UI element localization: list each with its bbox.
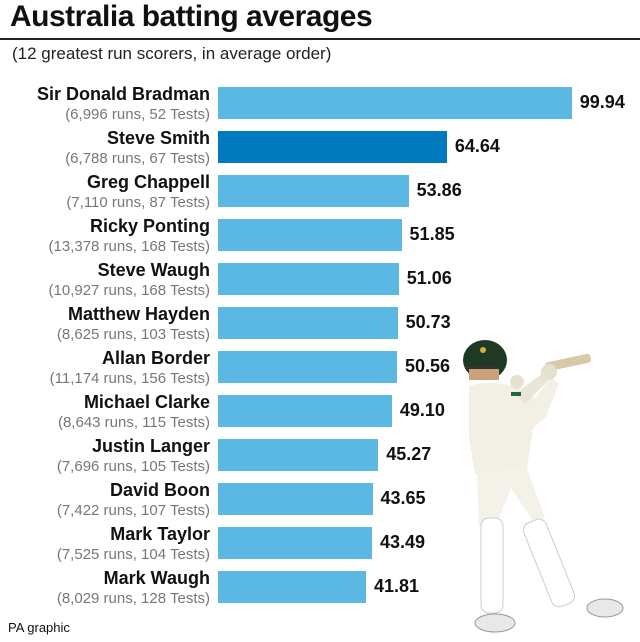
category-detail: (8,643 runs, 115 Tests) (57, 414, 210, 431)
category-detail: (6,788 runs, 67 Tests) (65, 150, 210, 167)
category-detail: (8,029 runs, 128 Tests) (56, 590, 210, 607)
bar (218, 307, 398, 339)
category-label: Sir Donald Bradman (36, 84, 210, 104)
category-detail: (11,174 runs, 156 Tests) (49, 370, 210, 387)
category-label: Mark Waugh (103, 568, 210, 588)
value-label: 51.85 (409, 224, 455, 244)
bar (218, 571, 366, 603)
category-label: Michael Clarke (83, 392, 210, 412)
category-label: Ricky Ponting (89, 216, 210, 236)
cricketer-illustration (463, 340, 624, 633)
bar (218, 87, 572, 119)
bar (218, 219, 402, 251)
bar (218, 263, 399, 295)
value-label: 51.06 (406, 268, 452, 288)
title-rule (0, 38, 640, 40)
value-label: 50.73 (405, 312, 451, 332)
value-label: 49.10 (399, 400, 445, 420)
category-detail: (8,625 runs, 103 Tests) (56, 326, 210, 343)
bar (218, 439, 379, 471)
value-label: 41.81 (374, 576, 420, 596)
category-label: Justin Langer (91, 436, 210, 456)
category-detail: (6,996 runs, 52 Tests) (65, 106, 210, 123)
category-label: Allan Border (101, 348, 210, 368)
category-label: Steve Smith (106, 128, 210, 148)
source-credit: PA graphic (8, 620, 70, 635)
category-label: Matthew Hayden (67, 304, 210, 324)
category-detail: (7,525 runs, 104 Tests) (56, 546, 210, 563)
value-label: 43.65 (380, 488, 426, 508)
bar (218, 175, 409, 207)
value-label: 45.27 (386, 444, 432, 464)
category-detail: (7,696 runs, 105 Tests) (56, 458, 210, 475)
bar (218, 131, 447, 163)
category-detail: (7,422 runs, 107 Tests) (56, 502, 210, 519)
bar (218, 395, 392, 427)
value-label: 64.64 (454, 136, 500, 156)
value-label: 53.86 (416, 180, 462, 200)
category-label: Steve Waugh (97, 260, 210, 280)
value-label: 99.94 (579, 92, 625, 112)
value-label: 43.49 (379, 532, 425, 552)
bar (218, 483, 373, 515)
category-detail: (10,927 runs, 168 Tests) (48, 282, 210, 299)
category-detail: (7,110 runs, 87 Tests) (66, 194, 210, 211)
category-label: Greg Chappell (86, 172, 210, 192)
chart-title: Australia batting averages (10, 0, 373, 33)
chart-subtitle: (12 greatest run scorers, in average ord… (12, 44, 332, 63)
category-label: David Boon (109, 480, 210, 500)
bar (218, 527, 372, 559)
category-label: Mark Taylor (110, 524, 210, 544)
category-detail: (13,378 runs, 168 Tests) (48, 238, 210, 255)
bar (218, 351, 397, 383)
value-label: 50.56 (404, 356, 451, 376)
